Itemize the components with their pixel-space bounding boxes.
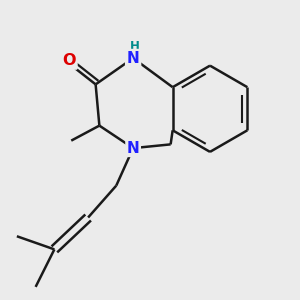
Text: N: N [127, 51, 140, 66]
Text: H: H [130, 40, 140, 52]
Text: N: N [127, 141, 140, 156]
Text: O: O [63, 53, 76, 68]
